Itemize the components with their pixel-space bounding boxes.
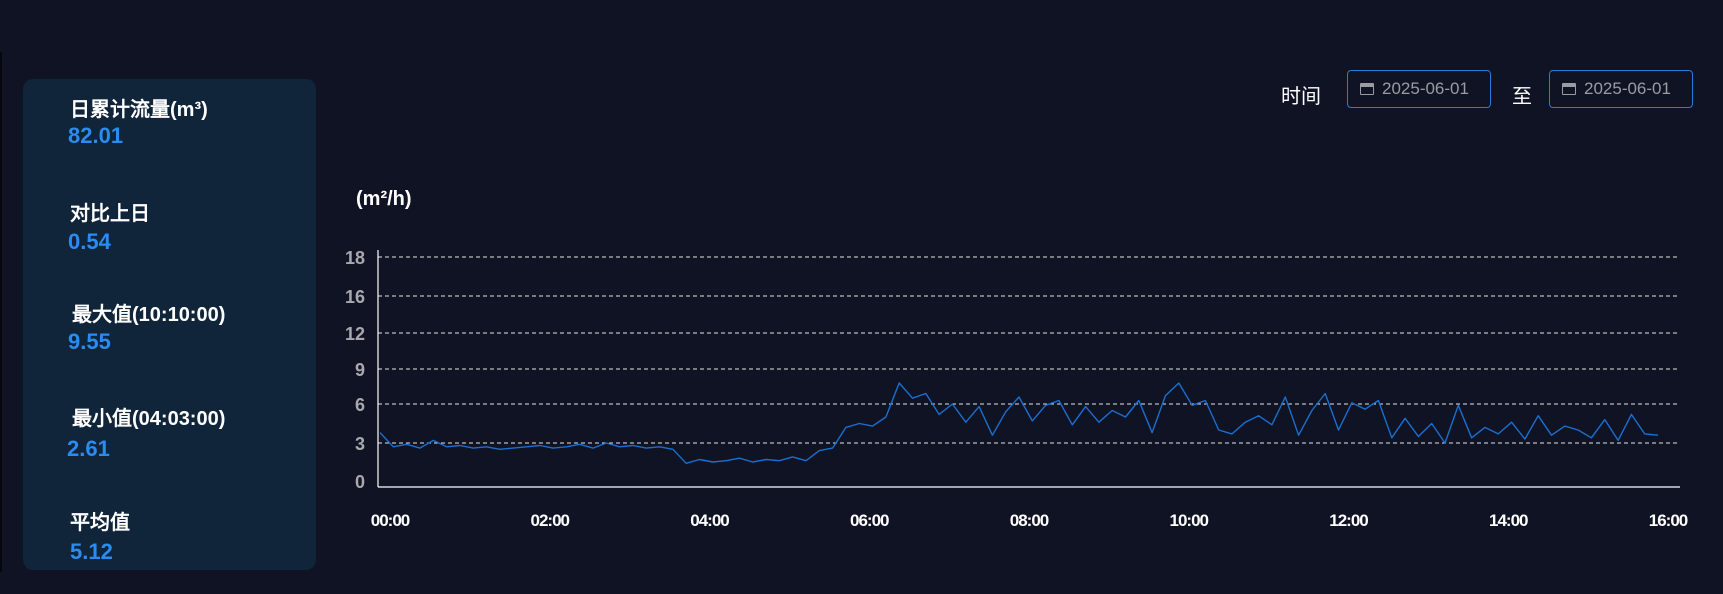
y-tick-label: 9 [355,360,365,380]
flow-series-line [379,382,1659,464]
end-date-picker[interactable]: 2025-06-01 [1549,70,1693,108]
y-tick-label: 6 [355,395,365,415]
stat-value-daily-flow: 82.01 [68,123,124,148]
stat-label-avg: 平均值 [70,512,130,534]
y-axis-unit: (m²/h) [356,188,412,210]
x-tick-label: 00:00 [371,511,410,530]
to-label: 至 [1512,86,1532,108]
stat-value-avg: 5.12 [70,539,113,564]
stat-label-max: 最大值(10:10:00) [72,304,226,326]
y-tick-label: 16 [345,287,365,307]
y-tick-label: 0 [355,472,365,492]
stat-value-compare: 0.54 [68,229,111,254]
y-tick-label: 12 [345,324,365,344]
x-tick-label: 02:00 [531,511,570,530]
end-date-value: 2025-06-01 [1584,79,1671,98]
x-tick-label: 12:00 [1329,511,1368,530]
calendar-icon [1562,83,1576,95]
start-date-value: 2025-06-01 [1382,79,1469,98]
y-tick-label: 3 [355,434,365,454]
stat-label-compare: 对比上日 [70,203,150,225]
window-edge [0,52,2,572]
y-tick-label: 18 [345,248,365,268]
stat-value-max: 9.55 [68,329,111,354]
start-date-picker[interactable]: 2025-06-01 [1347,70,1491,108]
x-tick-label: 08:00 [1010,511,1049,530]
calendar-icon [1360,83,1374,95]
x-tick-label: 14:00 [1489,511,1528,530]
stat-label-daily-flow: 日累计流量(m³) [70,99,208,121]
stats-panel: 日累计流量(m³) 82.01 对比上日 0.54 最大值(10:10:00) … [23,79,316,570]
x-tick-label: 04:00 [690,511,729,530]
time-label: 时间 [1281,86,1321,108]
x-tick-label: 06:00 [850,511,889,530]
stat-label-min: 最小值(04:03:00) [72,408,226,430]
stat-value-min: 2.61 [67,436,110,461]
x-tick-label: 16:00 [1649,511,1688,530]
x-tick-label: 10:00 [1170,511,1209,530]
